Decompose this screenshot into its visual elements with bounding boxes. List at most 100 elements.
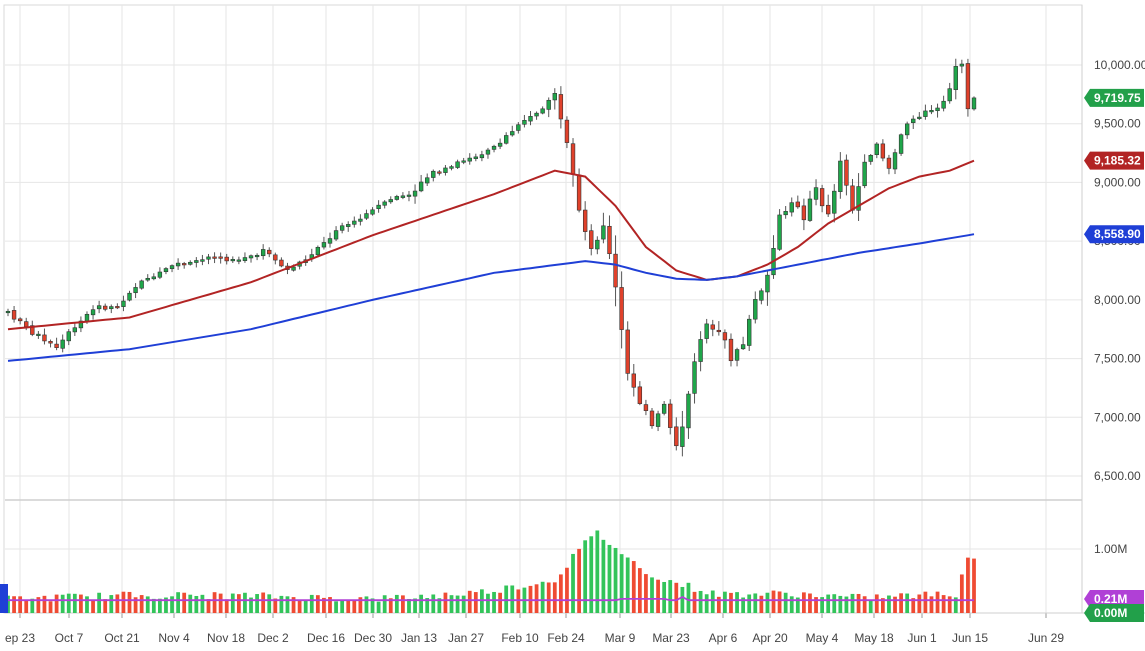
candle-body [127,292,132,301]
candle-body [728,338,734,362]
candle-body [182,263,187,266]
candle-body [485,149,491,155]
volume-bar [753,593,758,613]
candle-body [826,204,831,215]
candle-body [491,145,497,150]
candle-body [904,123,910,136]
volume-bar [619,554,624,613]
volume-bar [85,596,89,613]
volume-bar [735,592,739,613]
candle-body [917,116,922,119]
price-tick-label: 7,000.00 [1094,410,1141,424]
time-tick-label: Dec 2 [257,631,289,645]
candle-body [121,300,126,307]
candle-body [60,339,65,349]
candle-body [655,413,661,427]
candle-body [163,268,169,273]
volume-bar [814,597,818,613]
volume-bar [565,567,569,613]
candle-body [759,290,764,301]
time-tick-label: Apr 20 [752,631,788,645]
time-tick-label: Jun 15 [952,631,988,645]
volume-bar [279,595,284,613]
candle-body [96,305,102,310]
volume-bar [66,593,71,613]
volume-bar [285,596,290,613]
candle-body [552,93,557,101]
candle-body [224,256,229,262]
time-tick-label: Mar 23 [652,631,690,645]
candle-body [819,188,825,207]
candle-body [425,177,430,184]
volume-bar [820,597,824,613]
time-tick-label: Apr 6 [709,631,738,645]
ma-fast-tag: 9,185.32 [1094,154,1141,168]
candle-body [668,403,673,428]
volume-bar [425,598,430,613]
candle-body [412,190,418,197]
candle-body [437,171,442,174]
volume-bar [394,594,399,613]
candle-body [607,225,612,255]
price-tick-label: 9,500.00 [1094,117,1141,131]
time-tick-label: Nov 18 [207,631,245,645]
volume-bar [315,595,320,613]
ma-slow-tag-background [1084,225,1144,244]
candle-body [139,280,144,289]
volume-bar [498,592,502,613]
volume-bar [473,592,478,613]
volume-bar [24,600,29,613]
candle-body [315,246,321,256]
volume-bar [224,599,229,613]
candle-body [880,143,886,159]
candle-body [783,211,788,216]
time-tick-label: Nov 4 [158,631,190,645]
candle-body [358,218,363,222]
volume-bar [352,600,357,613]
volume-bar [741,597,746,613]
price-tick-label: 6,500.00 [1094,469,1141,483]
candle-body [862,161,867,187]
volume-bar [30,598,35,613]
candle-body [832,190,837,214]
volume-bar [97,592,102,613]
candle-body [218,256,223,259]
candle-body [455,161,460,168]
candle-body [789,202,794,213]
candle-body [965,63,971,110]
volume-bar [170,596,174,613]
volume-bar [151,598,156,613]
candle-body [103,305,108,310]
volume-bar [874,594,879,613]
volume-bar [723,591,727,613]
volume-bar [230,593,235,613]
volume-bar [729,592,733,613]
volume-bar [200,594,205,613]
volume-bar [255,594,259,613]
volume-bar [808,593,812,613]
candle-body [321,242,327,248]
volume-bar [893,596,897,613]
candle-body [722,332,728,341]
volume-moving-average-line [8,595,974,602]
time-tick-label: Feb 24 [547,631,585,645]
candle-body [497,142,503,147]
candle-body [473,156,478,159]
volume-bar [91,599,95,613]
candle-body [704,323,709,339]
candle-body [273,254,278,261]
time-tick-label: May 4 [806,631,839,645]
volume-bar [388,598,393,613]
candle-body [504,135,509,144]
candle-body [959,63,965,67]
volume-bar [194,595,199,613]
candle-body [807,198,813,221]
volume-bar [133,597,138,613]
volume-bar [267,594,272,613]
time-tick-label: Jan 27 [448,631,484,645]
volume-tag-background [1084,604,1144,622]
candle-body [643,404,649,411]
candle-body [637,386,643,404]
candle-body [582,209,588,232]
volume-bar [206,599,211,613]
